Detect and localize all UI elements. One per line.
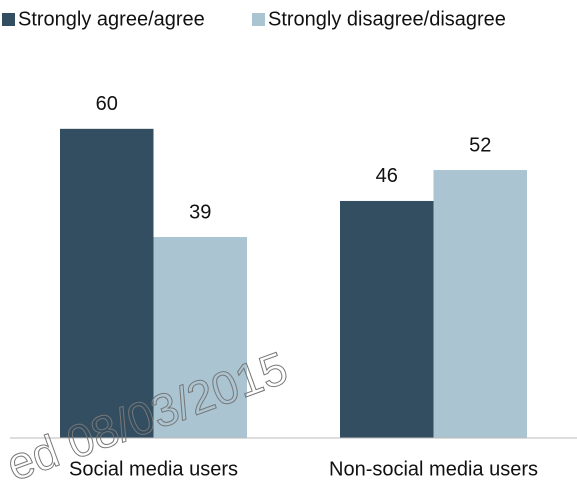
bar	[433, 170, 527, 438]
bar	[340, 200, 434, 438]
legend-swatch	[252, 13, 265, 26]
legend-label: Strongly disagree/disagree	[268, 8, 506, 30]
x-tick-label: Non-social media users	[329, 458, 538, 480]
bar	[60, 128, 154, 438]
data-label: 46	[376, 165, 398, 187]
x-tick-label: Social media users	[69, 458, 238, 480]
data-label: 52	[469, 134, 491, 156]
legend-swatch	[2, 13, 15, 26]
data-label: 39	[189, 201, 211, 223]
bar	[153, 237, 247, 438]
legend-label: Strongly agree/agree	[18, 8, 205, 30]
data-label: 60	[96, 93, 118, 115]
